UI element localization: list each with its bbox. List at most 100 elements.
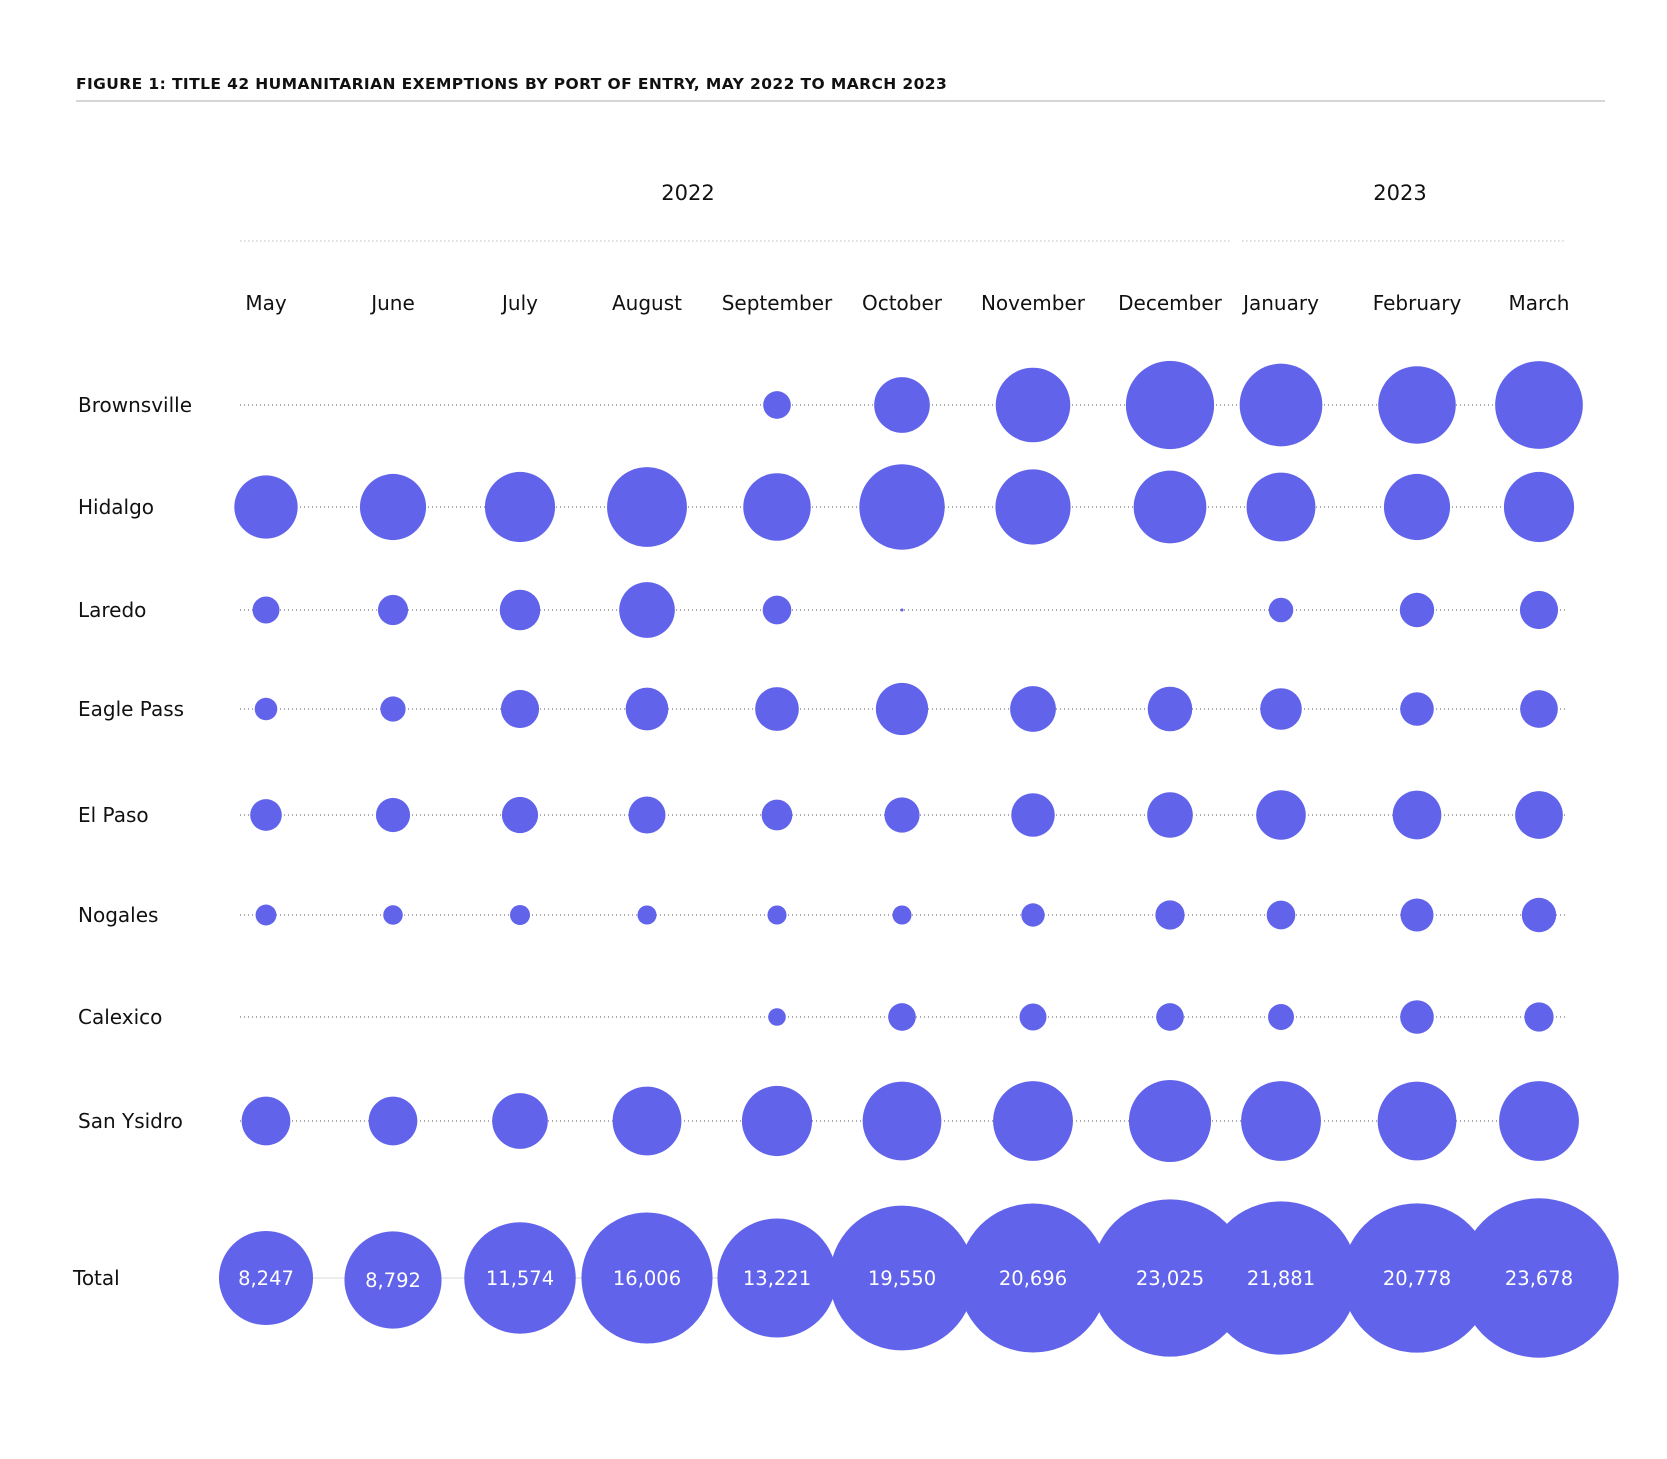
- bubble-brownsville-february: [1378, 366, 1456, 444]
- bubble-eagle-pass-september: [755, 687, 799, 731]
- bubble-eagle-pass-february: [1400, 692, 1434, 726]
- bubble-laredo-february: [1399, 592, 1435, 628]
- month-label-july: July: [500, 291, 538, 315]
- month-label-january: January: [1241, 291, 1319, 315]
- bubble-el-paso-september: [761, 799, 793, 831]
- total-value-march: 23,678: [1505, 1267, 1573, 1290]
- bubble-nogales-february: [1400, 898, 1434, 932]
- row-label-calexico: Calexico: [78, 1005, 162, 1029]
- bubbles: [234, 360, 1583, 1163]
- bubble-hidalgo-june: [359, 473, 427, 541]
- month-label-december: December: [1118, 291, 1222, 315]
- bubble-hidalgo-october: [859, 464, 945, 550]
- total-value-september: 13,221: [743, 1267, 811, 1290]
- month-label-november: November: [981, 291, 1086, 315]
- bubble-eagle-pass-june: [380, 696, 406, 722]
- bubble-calexico-september: [768, 1008, 786, 1026]
- bubble-brownsville-march: [1495, 361, 1583, 449]
- bubble-calexico-november: [1019, 1003, 1047, 1031]
- month-label-february: February: [1373, 291, 1462, 315]
- row-label-san-ysidro: San Ysidro: [78, 1109, 183, 1133]
- bubble-san-ysidro-may: [241, 1096, 291, 1146]
- bubble-san-ysidro-october: [862, 1081, 942, 1161]
- total-bubbles: 8,247 8,792 11,574 16,006 13,221 19,550 20,696…: [218, 1198, 1619, 1358]
- bubble-laredo-january: [1268, 597, 1294, 623]
- bubble-san-ysidro-february: [1377, 1081, 1457, 1161]
- bubble-brownsville-january: [1239, 363, 1323, 447]
- bubble-hidalgo-december: [1133, 470, 1207, 544]
- bubble-hidalgo-may: [234, 475, 298, 539]
- bubble-eagle-pass-august: [625, 687, 669, 731]
- row-label-total: Total: [72, 1266, 120, 1290]
- total-value-february: 20,778: [1383, 1267, 1451, 1290]
- total-bubble-september: [717, 1218, 837, 1338]
- gridlines: [240, 404, 1565, 1279]
- bubble-el-paso-october: [884, 797, 920, 833]
- bubble-laredo-july: [499, 589, 541, 631]
- bubble-el-paso-may: [250, 799, 282, 831]
- bubble-calexico-december: [1156, 1003, 1184, 1031]
- bubble-eagle-pass-july: [500, 689, 540, 729]
- total-bubble-november: [958, 1203, 1108, 1353]
- bubble-brownsville-november: [995, 367, 1071, 443]
- total-value-june: 8,792: [365, 1269, 421, 1292]
- bubble-san-ysidro-march: [1499, 1081, 1579, 1161]
- bubble-el-paso-february: [1392, 790, 1442, 840]
- total-value-may: 8,247: [238, 1267, 294, 1290]
- bubble-laredo-may: [252, 596, 280, 624]
- row-labels: Brownsville Hidalgo Laredo Eagle Pass El Pas…: [72, 393, 192, 1290]
- bubble-laredo-march: [1519, 590, 1559, 630]
- bubble-san-ysidro-july: [492, 1093, 548, 1149]
- bubble-hidalgo-march: [1503, 471, 1575, 543]
- bubble-san-ysidro-september: [741, 1085, 813, 1157]
- bubble-san-ysidro-november: [993, 1081, 1073, 1161]
- month-label-may: May: [245, 291, 287, 315]
- total-bubble-march: [1459, 1198, 1619, 1358]
- figure-title: FIGURE 1: TITLE 42 HUMANITARIAN EXEMPTIO…: [76, 75, 947, 93]
- bubble-hidalgo-november: [995, 469, 1071, 545]
- bubble-calexico-january: [1268, 1004, 1294, 1030]
- bubble-el-paso-june: [375, 797, 411, 833]
- bubble-san-ysidro-december: [1128, 1079, 1212, 1163]
- bubble-eagle-pass-december: [1147, 686, 1193, 732]
- bubble-nogales-november: [1021, 903, 1045, 927]
- bubble-calexico-march: [1524, 1002, 1554, 1032]
- bubble-eagle-pass-may: [254, 697, 278, 721]
- year-label-2023: 2023: [1373, 181, 1426, 205]
- bubble-calexico-october: [888, 1003, 916, 1031]
- bubble-brownsville-december: [1125, 360, 1215, 450]
- bubble-laredo-august: [619, 582, 675, 638]
- bubble-brownsville-september: [763, 391, 791, 419]
- month-label-august: August: [612, 291, 682, 315]
- month-label-march: March: [1509, 291, 1570, 315]
- bubble-el-paso-november: [1011, 793, 1055, 837]
- bubble-hidalgo-february: [1383, 473, 1451, 541]
- bubble-hidalgo-september: [743, 473, 811, 541]
- row-label-laredo: Laredo: [78, 598, 146, 622]
- total-bubble-february: [1342, 1203, 1492, 1353]
- bubble-nogales-january: [1266, 900, 1296, 930]
- bubble-nogales-may: [255, 904, 277, 926]
- bubble-nogales-june: [383, 905, 403, 925]
- row-label-el-paso: El Paso: [78, 803, 149, 827]
- total-value-october: 19,550: [868, 1267, 936, 1290]
- total-bubble-october: [829, 1205, 975, 1351]
- bubble-laredo-october: [900, 608, 904, 612]
- bubble-nogales-march: [1521, 897, 1557, 933]
- total-value-january: 21,881: [1247, 1267, 1315, 1290]
- total-value-november: 20,696: [999, 1267, 1067, 1290]
- month-label-june: June: [369, 291, 415, 315]
- year-label-2022: 2022: [661, 181, 714, 205]
- bubble-hidalgo-august: [607, 467, 687, 547]
- bubble-hidalgo-july: [484, 471, 556, 543]
- bubble-calexico-february: [1400, 1000, 1434, 1034]
- bubble-el-paso-december: [1147, 792, 1193, 838]
- bubble-eagle-pass-march: [1520, 690, 1558, 728]
- row-label-nogales: Nogales: [78, 903, 158, 927]
- total-bubble-june: [344, 1231, 442, 1329]
- bubble-san-ysidro-january: [1241, 1081, 1321, 1161]
- bubble-nogales-september: [767, 905, 787, 925]
- bubble-hidalgo-january: [1246, 472, 1316, 542]
- total-value-august: 16,006: [613, 1267, 681, 1290]
